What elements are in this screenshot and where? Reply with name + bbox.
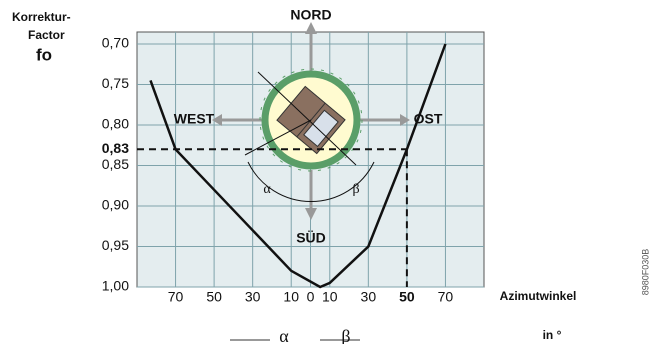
x-tick-label: 70 (168, 289, 184, 305)
x-tick-label: 30 (245, 289, 261, 305)
y-symbol: fo (36, 45, 52, 64)
x-tick-label: 10 (283, 289, 299, 305)
grid (137, 32, 484, 288)
x-unit: in ° (543, 328, 562, 342)
y-tick-label: 0,85 (102, 156, 129, 172)
beta-label: β (341, 326, 350, 344)
x-tick-label: 50 (399, 289, 415, 305)
alpha-label: α (279, 326, 289, 344)
beta-label: β (352, 182, 359, 197)
y-tick-label: 0,75 (102, 75, 129, 91)
north-label: NORD (290, 7, 331, 23)
x-label: Azimutwinkel (500, 289, 577, 303)
y-label: Korrektur- (12, 10, 71, 24)
curve (149, 43, 447, 289)
compass (212, 22, 410, 220)
y-label: Factor (28, 28, 65, 42)
east-label: OST (414, 111, 443, 127)
y-tick-label: 0,70 (102, 35, 129, 51)
x-tick-label: 70 (438, 289, 454, 305)
reference-label: 0,83 (102, 140, 129, 156)
x-tick-label: 30 (361, 289, 377, 305)
alpha-label: α (263, 182, 271, 197)
west-label: WEST (174, 111, 215, 127)
x-tick-label: 50 (206, 289, 222, 305)
y-tick-label: 1,00 (102, 278, 129, 294)
x-tick-label: 0 (307, 289, 315, 305)
x-tick-label: 10 (322, 289, 338, 305)
y-tick-label: 0,90 (102, 197, 129, 213)
y-tick-label: 0,80 (102, 116, 129, 132)
south-label: SÜD (296, 230, 326, 246)
y-tick-label: 0,95 (102, 237, 129, 253)
image-code: 8980F030B (640, 249, 650, 296)
